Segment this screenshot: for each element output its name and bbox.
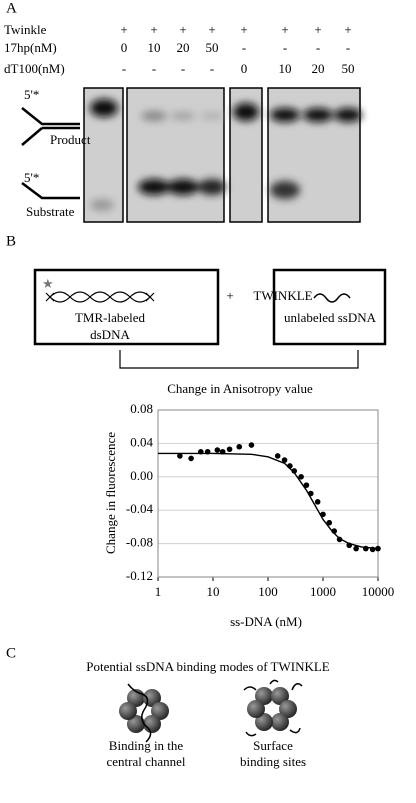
data-point xyxy=(236,443,243,450)
bands xyxy=(90,99,362,211)
lane-value: + xyxy=(344,22,351,37)
data-point xyxy=(188,455,194,462)
data-point xyxy=(281,457,288,463)
label-mark: 5'* xyxy=(24,170,39,185)
data-point xyxy=(214,447,221,453)
lane-value: + xyxy=(150,22,157,37)
y-tick-label: -0.04 xyxy=(126,501,154,516)
lane-value: + xyxy=(281,22,288,37)
data-point xyxy=(314,499,321,505)
bracket xyxy=(119,350,359,369)
panel-label: C xyxy=(6,645,16,661)
box xyxy=(272,268,387,346)
lane-value: - xyxy=(242,40,246,55)
fork-diagram xyxy=(21,107,80,200)
lane-value: + xyxy=(208,22,215,37)
data-point xyxy=(226,446,233,453)
lane-value: 10 xyxy=(148,40,161,55)
lane-value: + xyxy=(314,22,321,37)
lane-value: 20 xyxy=(177,40,190,55)
helix xyxy=(45,291,155,303)
lane-value: - xyxy=(283,40,287,55)
ssdna-strands xyxy=(127,679,303,743)
lane-value: 20 xyxy=(312,61,325,76)
caption: central channel xyxy=(106,754,185,769)
lane-value: 0 xyxy=(241,61,248,76)
lane-value: - xyxy=(181,61,185,76)
lane-value: + xyxy=(120,22,127,37)
panel-title: Potential ssDNA binding modes of TWINKLE xyxy=(86,659,330,674)
box xyxy=(33,268,220,346)
box-text: TMR-labeled xyxy=(75,310,146,325)
x-tick-label: 10 xyxy=(207,584,220,599)
panel-label: B xyxy=(6,233,16,249)
x-tick-label: 1000 xyxy=(310,584,336,599)
y-tick-label: 0.04 xyxy=(130,434,153,449)
y-tick-label: -0.08 xyxy=(126,535,153,550)
lane-value: 0 xyxy=(121,40,128,55)
box-text: dsDNA xyxy=(90,327,130,342)
data-point xyxy=(375,545,381,552)
caption: binding sites xyxy=(240,754,306,769)
lane-value: 50 xyxy=(206,40,219,55)
data-point xyxy=(353,545,359,552)
data-point xyxy=(274,453,281,459)
row-label: dT100(nM) xyxy=(4,61,65,76)
lane-value: - xyxy=(346,40,350,55)
plus: + xyxy=(226,288,233,303)
bracket-label: Change in Anisotropy value xyxy=(167,381,313,396)
data-point xyxy=(298,474,304,480)
data-point xyxy=(248,442,255,448)
lane-value: + xyxy=(179,22,186,37)
x-tick-label: 100 xyxy=(258,584,278,599)
row-label: 17hp(nM) xyxy=(4,40,57,55)
star: ★ xyxy=(42,276,54,291)
lane-value: + xyxy=(240,22,247,37)
panel-label: A xyxy=(6,0,17,16)
lane-value: - xyxy=(316,40,320,55)
fit-line xyxy=(158,452,379,550)
y-tick-label: 0.00 xyxy=(130,468,153,483)
label: Substrate xyxy=(26,204,75,219)
plot-frame xyxy=(157,409,379,578)
ssdna xyxy=(313,293,351,303)
x-tick-label: 1 xyxy=(155,584,162,599)
data-point xyxy=(291,468,298,474)
x-axis-label: ss-DNA (nM) xyxy=(230,614,302,629)
x-tick-label: 10000 xyxy=(362,584,395,599)
caption: Binding in the xyxy=(109,738,184,753)
lane-value: - xyxy=(122,61,126,76)
box-text: unlabeled ssDNA xyxy=(284,310,377,325)
caption: Surface xyxy=(253,738,293,753)
lane-value: - xyxy=(210,61,214,76)
row-label: Twinkle xyxy=(4,22,47,37)
data-point xyxy=(326,519,333,526)
data-point xyxy=(177,453,183,459)
y-tick-label: -0.12 xyxy=(126,568,153,583)
label: Product xyxy=(50,132,91,147)
label-mark: 5'* xyxy=(24,87,39,102)
lane-value: 10 xyxy=(279,61,292,76)
lane-value: 50 xyxy=(342,61,355,76)
y-tick-label: 0.08 xyxy=(130,401,153,416)
y-axis-label: Change in fluorescence xyxy=(103,432,118,554)
hexamer xyxy=(119,687,297,733)
protein: TWINKLE xyxy=(253,288,312,303)
lane-value: - xyxy=(152,61,156,76)
chart: 0.08 0.04 0.00 -0.04 -0.08 -0.121 10 100 1000 100… xyxy=(126,401,394,599)
data-point xyxy=(303,482,310,488)
